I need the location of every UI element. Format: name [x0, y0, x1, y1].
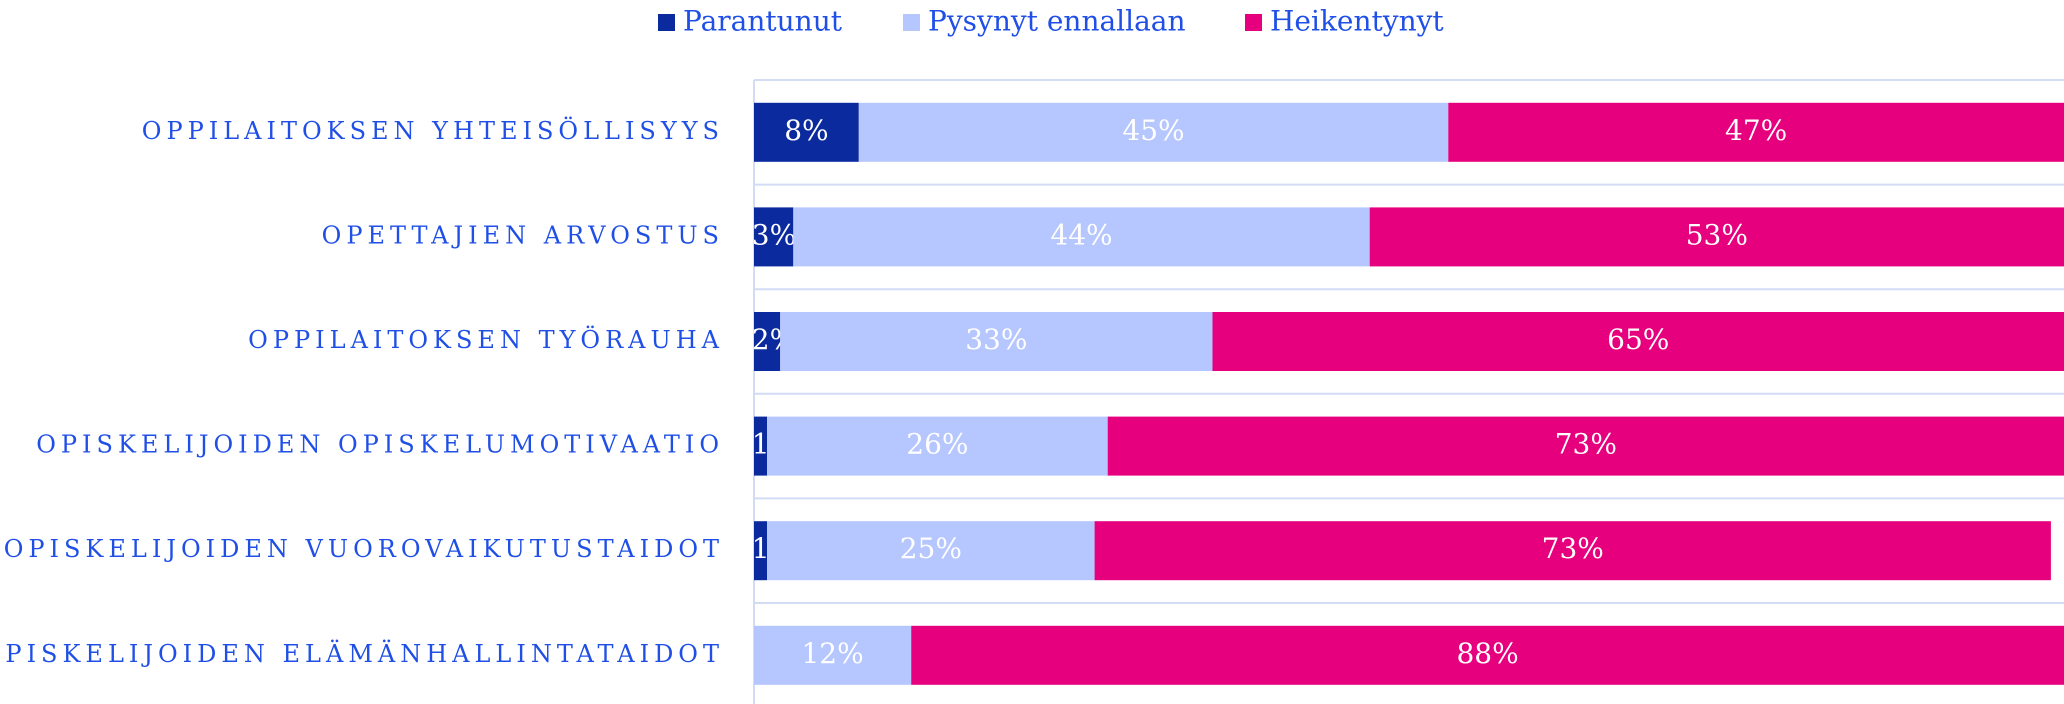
bar-segment [1212, 312, 2064, 371]
value-label: 3% [752, 218, 796, 251]
bar-segment [1448, 102, 2064, 162]
bar-segment [754, 102, 859, 162]
value-label: 53% [1686, 218, 1748, 251]
value-label: 26% [906, 428, 968, 461]
bar-segment [754, 207, 794, 267]
value-label: 47% [1725, 114, 1787, 147]
value-label: 8% [784, 114, 828, 147]
value-label: 45% [1122, 114, 1184, 147]
bar-segment [754, 625, 912, 685]
value-label: 88% [1456, 637, 1518, 670]
bar-segment [1369, 207, 2064, 267]
value-label: 44% [1050, 218, 1112, 251]
value-label: 25% [900, 532, 962, 565]
value-label: 33% [965, 323, 1027, 356]
bar-segment [1107, 416, 2064, 476]
category-label: OPETTAJIEN ARVOSTUS [322, 221, 724, 249]
bar-segment [767, 416, 1108, 476]
bar-segment [780, 312, 1213, 371]
bar-segment [793, 207, 1370, 267]
legend-label: Heikentynyt [1270, 5, 1444, 38]
category-label: OPISKELIJOIDEN ELÄMÄNHALLINTATAIDOT [0, 639, 724, 668]
category-label: OPISKELIJOIDEN VUOROVAIKUTUSTAIDOT [4, 535, 724, 563]
bar-segment [767, 521, 1095, 581]
legend-label: Parantunut [683, 5, 843, 38]
category-label: OPPILAITOKSEN TYÖRAUHA [248, 325, 724, 354]
bar-segment [754, 521, 768, 581]
legend-swatch [903, 14, 920, 31]
legend-swatch [658, 14, 675, 31]
bar-segment [1094, 521, 2051, 581]
bar-segment [911, 625, 2064, 685]
bar-segment [858, 102, 1449, 162]
value-label: 73% [1555, 428, 1617, 461]
category-label: OPPILAITOKSEN YHTEISÖLLISYYS [142, 116, 724, 145]
bar-segment [754, 416, 768, 476]
value-label: 12% [801, 637, 863, 670]
category-label: OPISKELIJOIDEN OPISKELUMOTIVAATIO [36, 431, 724, 459]
value-label: 73% [1542, 532, 1604, 565]
legend-label: Pysynyt ennallaan [928, 5, 1186, 38]
value-label: 65% [1607, 323, 1669, 356]
legend-swatch [1245, 14, 1262, 31]
bar-segment [754, 312, 781, 371]
